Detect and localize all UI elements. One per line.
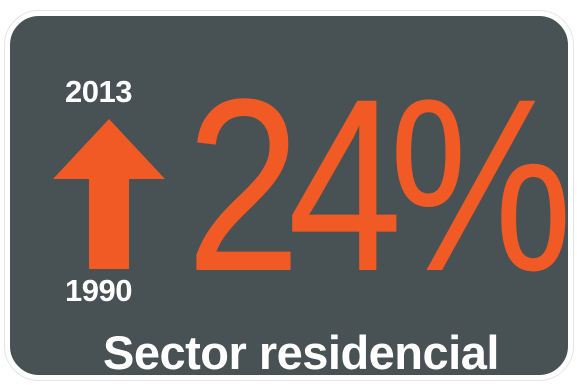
start-year-label: 1990 (65, 273, 132, 308)
up-arrow-icon (53, 119, 165, 269)
percentage-value: 24% (186, 48, 568, 323)
end-year-label: 2013 (65, 74, 132, 109)
stat-card: 2013 1990 24% Sector residencial (4, 10, 574, 381)
sector-caption: Sector residencial (103, 326, 499, 379)
